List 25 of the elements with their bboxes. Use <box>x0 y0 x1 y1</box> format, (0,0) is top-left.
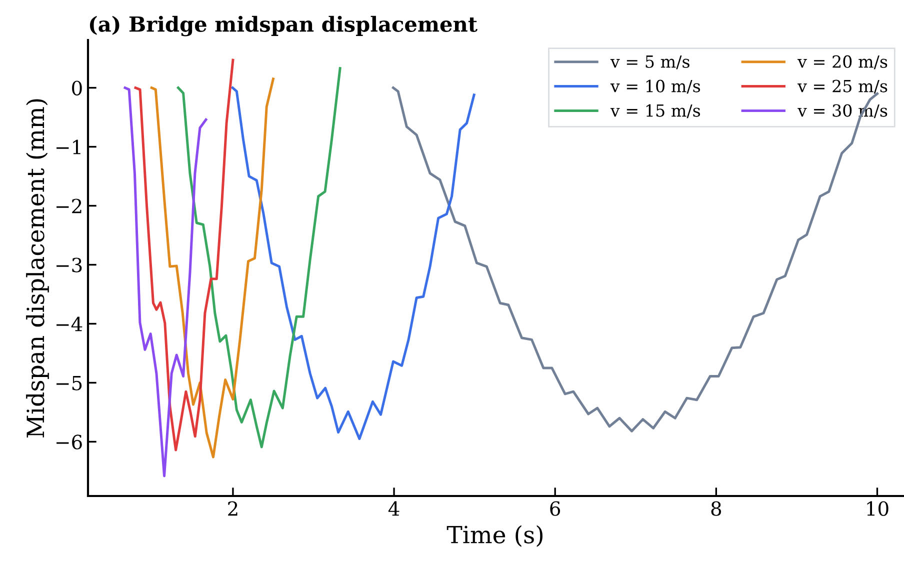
line-series <box>134 58 234 452</box>
legend-label: v = 25 m/s <box>797 80 888 94</box>
y-axis-title: Midspan displacement (mm) <box>26 99 49 438</box>
x-tick-label: 10 <box>867 501 888 516</box>
y-tick-label: 0 <box>72 80 82 96</box>
legend-label: v = 5 m/s <box>610 56 690 70</box>
x-tick-label: 4 <box>388 501 400 516</box>
y-tick-label: −4 <box>56 316 82 332</box>
x-axis-title: Time (s) <box>446 525 542 547</box>
legend-label: v = 20 m/s <box>797 55 888 70</box>
y-tick-label: −2 <box>56 198 82 214</box>
line-series <box>124 86 208 478</box>
x-tick-label: 6 <box>550 501 560 516</box>
x-tick-label: 2 <box>228 501 238 516</box>
y-tick-label: −1 <box>56 140 80 154</box>
line-series <box>231 86 476 440</box>
line-series <box>150 78 274 458</box>
x-tick-label: 8 <box>711 501 722 516</box>
y-tick-label: −3 <box>56 258 82 272</box>
y-tick-label: −6 <box>56 434 82 450</box>
y-tick-label: −5 <box>56 376 82 390</box>
legend-label: v = 15 m/s <box>610 104 700 118</box>
legend-label: v = 10 m/s <box>610 80 700 94</box>
line-series <box>176 67 342 448</box>
chart-title: (a) Bridge midspan displacement <box>90 16 478 36</box>
